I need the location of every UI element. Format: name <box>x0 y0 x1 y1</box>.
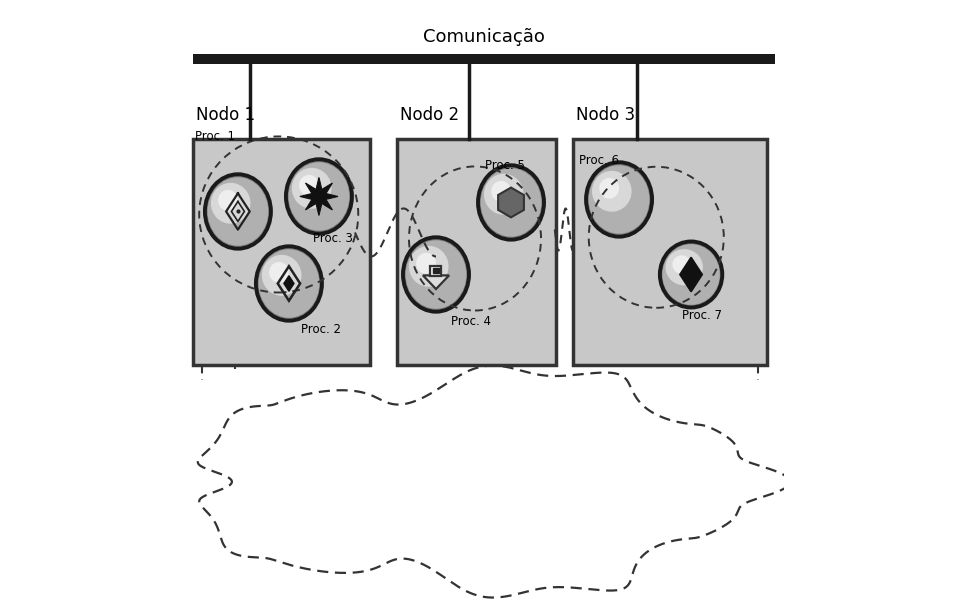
Text: Proc. 4: Proc. 4 <box>451 315 491 327</box>
Ellipse shape <box>673 255 691 274</box>
Text: Comunicação: Comunicação <box>423 28 545 46</box>
Ellipse shape <box>589 165 650 234</box>
Polygon shape <box>300 177 338 215</box>
Polygon shape <box>680 257 702 292</box>
Ellipse shape <box>269 262 288 283</box>
Ellipse shape <box>211 183 251 224</box>
Ellipse shape <box>288 162 349 231</box>
Ellipse shape <box>481 168 541 237</box>
Ellipse shape <box>491 181 511 202</box>
Ellipse shape <box>478 165 544 239</box>
Bar <box>431 266 441 276</box>
Ellipse shape <box>484 174 524 215</box>
Ellipse shape <box>258 249 319 318</box>
Ellipse shape <box>262 255 301 296</box>
Bar <box>193 139 370 365</box>
Text: Nodo 1: Nodo 1 <box>196 107 255 124</box>
Bar <box>434 268 439 273</box>
Ellipse shape <box>403 237 469 312</box>
Ellipse shape <box>292 168 331 209</box>
Ellipse shape <box>256 246 322 321</box>
Bar <box>193 54 775 65</box>
Text: Proc. 5: Proc. 5 <box>485 159 525 172</box>
Bar <box>397 139 556 365</box>
Ellipse shape <box>665 249 703 285</box>
Text: Proc. 2: Proc. 2 <box>301 323 341 335</box>
Text: Proc. 7: Proc. 7 <box>682 309 722 322</box>
Polygon shape <box>284 276 294 291</box>
Polygon shape <box>499 188 524 217</box>
Ellipse shape <box>660 241 722 308</box>
Ellipse shape <box>592 171 631 212</box>
Text: Proc. 6: Proc. 6 <box>579 154 619 168</box>
Ellipse shape <box>599 178 620 199</box>
Ellipse shape <box>662 244 720 305</box>
Ellipse shape <box>408 246 448 287</box>
Ellipse shape <box>299 175 318 196</box>
Text: Nodo 3: Nodo 3 <box>576 107 635 124</box>
Text: Nodo 2: Nodo 2 <box>400 107 459 124</box>
Ellipse shape <box>586 162 652 236</box>
Text: Proc. 1: Proc. 1 <box>195 130 234 144</box>
Ellipse shape <box>416 253 436 274</box>
Ellipse shape <box>207 177 268 245</box>
Text: Proc. 3: Proc. 3 <box>313 233 352 245</box>
Ellipse shape <box>218 190 238 210</box>
Polygon shape <box>423 276 449 289</box>
Ellipse shape <box>406 240 467 309</box>
Bar <box>573 139 767 365</box>
Ellipse shape <box>286 159 352 234</box>
Ellipse shape <box>205 174 271 248</box>
